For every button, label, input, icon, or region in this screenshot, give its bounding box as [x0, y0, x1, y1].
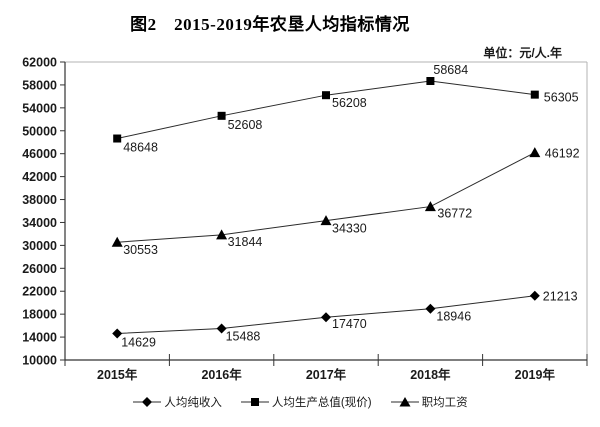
- y-axis-label: 14000: [22, 331, 57, 345]
- y-axis-label: 62000: [22, 56, 57, 70]
- data-label: 17470: [332, 317, 367, 331]
- unit-label: 单位：元/人.年: [483, 46, 562, 60]
- square-marker: [426, 77, 435, 86]
- diamond-marker: [112, 328, 123, 339]
- y-axis-label: 22000: [22, 285, 57, 299]
- y-axis-label: 58000: [22, 78, 57, 92]
- y-axis-label: 30000: [22, 239, 57, 253]
- y-axis-label: 38000: [22, 193, 57, 207]
- legend-item-wage: 职均工资: [390, 394, 468, 410]
- triangle-marker: [320, 215, 332, 226]
- data-label: 34330: [332, 222, 367, 236]
- diamond-marker: [216, 323, 227, 334]
- data-label: 48648: [123, 141, 158, 155]
- data-label: 30553: [123, 243, 158, 257]
- y-axis-label: 34000: [22, 216, 57, 230]
- legend-label: 人均生产总值(现价): [271, 397, 372, 409]
- triangle-marker: [529, 147, 541, 158]
- legend-item-net-income: 人均纯收入: [132, 394, 222, 410]
- legend-item-gdp: 人均生产总值(现价): [240, 394, 372, 410]
- y-axis-label: 18000: [22, 308, 57, 322]
- data-label: 14629: [121, 335, 156, 349]
- series-line-2: [117, 152, 536, 243]
- x-axis-label: 2018年: [410, 367, 451, 382]
- data-label: 36772: [437, 207, 472, 221]
- triangle-marker: [111, 236, 123, 247]
- y-axis-label: 42000: [22, 170, 57, 184]
- y-axis-label: 54000: [22, 101, 57, 115]
- line-chart-plot: 62000 58000 54000 50000 46000 42000 38000 34000…: [22, 56, 588, 382]
- diamond-marker: [321, 312, 331, 323]
- series-line-1: [117, 80, 535, 140]
- legend-label: 人均纯收入: [164, 397, 222, 409]
- data-label: 58684: [433, 63, 468, 77]
- triangle-marker: [216, 229, 228, 240]
- x-axis-label: 2015年: [97, 367, 138, 382]
- x-axis-label: 2019年: [515, 367, 556, 382]
- diamond-marker-icon: [133, 397, 162, 407]
- data-label: 56208: [332, 96, 367, 110]
- y-axis-label: 46000: [22, 147, 57, 161]
- x-axis-label: 2017年: [306, 367, 347, 382]
- square-marker: [217, 111, 226, 120]
- x-axis-label: 2016年: [201, 367, 242, 382]
- square-marker-icon: [240, 398, 269, 406]
- y-axis-label: 10000: [22, 354, 57, 368]
- data-label: 31844: [228, 235, 263, 249]
- triangle-marker-icon: [390, 397, 419, 407]
- chart-title: 图2 2015-2019年农垦人均指标情况: [130, 15, 410, 34]
- data-label: 56305: [544, 91, 579, 105]
- square-marker: [322, 91, 330, 100]
- data-label: 18946: [436, 310, 471, 324]
- data-label: 21213: [543, 290, 578, 304]
- triangle-marker: [424, 201, 436, 212]
- y-axis-label: 26000: [22, 262, 57, 276]
- diamond-marker: [529, 290, 540, 301]
- diamond-marker: [425, 303, 436, 314]
- legend-label: 职均工资: [421, 397, 468, 409]
- y-axis-label: 50000: [22, 124, 57, 138]
- data-label: 46192: [545, 147, 580, 161]
- chart-legend: 人均纯收入 人均生产总值(现价) 职均工资: [0, 392, 600, 412]
- data-label: 52608: [228, 118, 263, 132]
- data-label: 15488: [226, 330, 261, 344]
- square-marker: [530, 90, 539, 99]
- square-marker: [113, 134, 122, 143]
